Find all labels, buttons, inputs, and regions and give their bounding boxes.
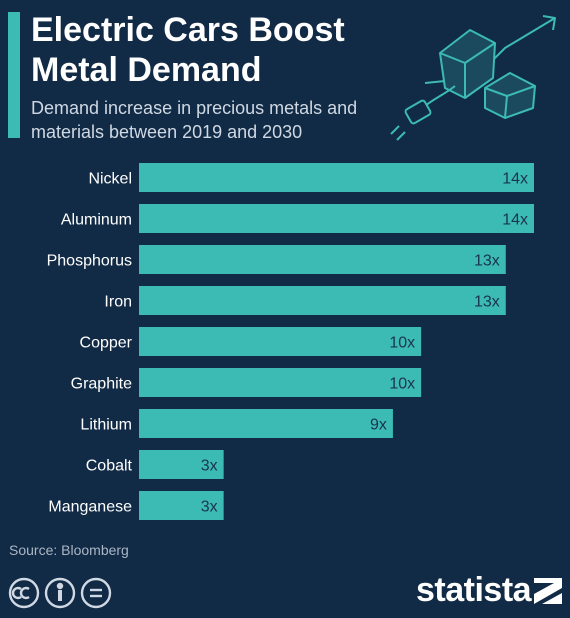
chart-title: Electric Cars Boost Metal Demand	[31, 11, 345, 89]
bar	[139, 163, 534, 192]
bar	[139, 327, 422, 356]
battery-plug-icon	[390, 15, 556, 141]
bar-value-label: 13x	[474, 253, 500, 270]
bar	[139, 491, 224, 520]
category-label: Manganese	[48, 499, 132, 516]
category-label: Copper	[80, 335, 133, 352]
cc-icon	[8, 577, 40, 609]
bar-value-label: 9x	[370, 417, 387, 434]
attribution-icon	[44, 577, 76, 609]
bar	[139, 286, 506, 315]
chart-subtitle: Demand increase in precious metals and m…	[31, 98, 358, 142]
license-icons	[8, 577, 112, 609]
bar	[139, 450, 224, 479]
source-note: Source: Bloomberg	[9, 542, 129, 558]
category-label: Cobalt	[86, 458, 133, 475]
bar-value-label: 10x	[389, 376, 415, 393]
bar-value-label: 3x	[201, 458, 218, 475]
bar	[139, 245, 506, 274]
no-derivatives-icon	[80, 577, 112, 609]
bar-value-label: 13x	[474, 294, 500, 311]
statista-logo-text: statista	[416, 571, 532, 609]
bar	[139, 409, 393, 438]
category-label: Graphite	[71, 376, 132, 393]
bar-value-label: 14x	[502, 212, 528, 229]
category-label: Iron	[104, 294, 132, 311]
statista-logo-icon	[534, 578, 562, 604]
bar-value-label: 14x	[502, 171, 528, 188]
category-label: Phosphorus	[47, 253, 132, 270]
bar-value-label: 3x	[201, 499, 218, 516]
category-label: Aluminum	[61, 212, 132, 229]
category-label: Lithium	[80, 417, 132, 434]
title-accent-bar	[8, 12, 20, 138]
category-label: Nickel	[88, 171, 132, 188]
bar	[139, 204, 534, 233]
bar-value-label: 10x	[389, 335, 415, 352]
bar	[139, 368, 422, 397]
bar-chart: Nickel 14x Aluminum 14x Phosphorus 13x Iron 13x…	[47, 163, 534, 520]
